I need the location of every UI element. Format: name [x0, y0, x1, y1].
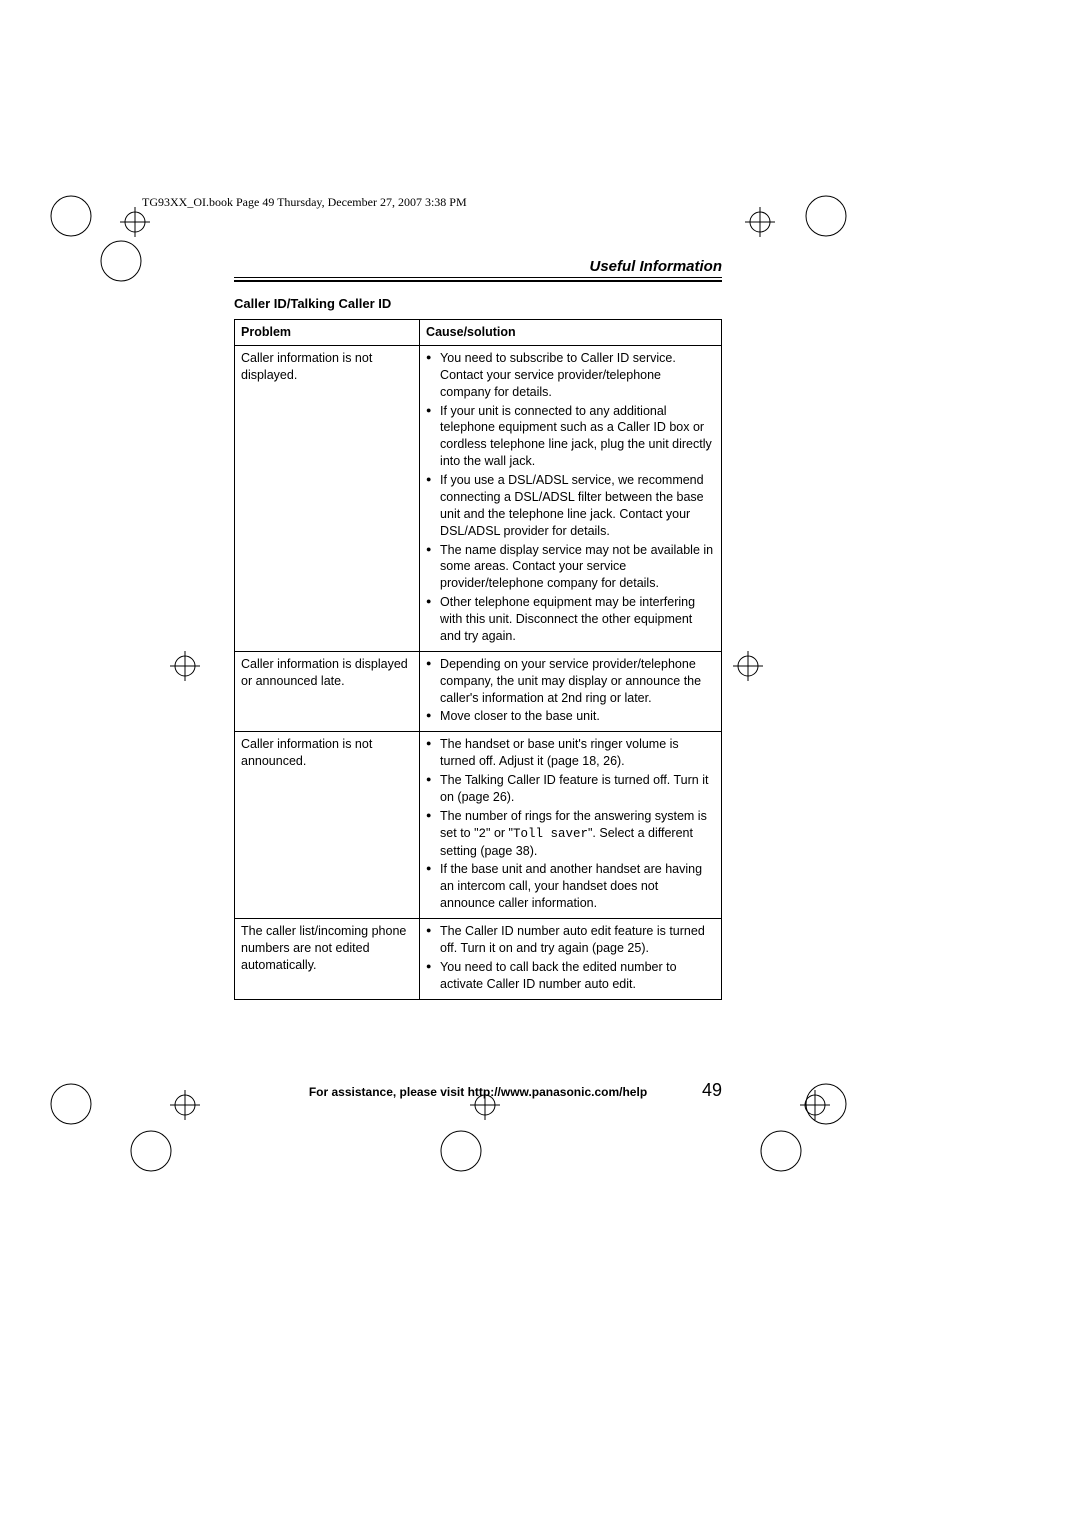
- table-row: Caller information is not displayed. You…: [235, 345, 722, 651]
- solution-item: If you use a DSL/ADSL service, we recomm…: [438, 472, 715, 540]
- manual-page: TG93XX_OI.book Page 49 Thursday, Decembe…: [234, 195, 722, 1101]
- crop-hatch-icon: [50, 195, 92, 237]
- crop-hatch-icon: [50, 1083, 92, 1125]
- page-number: 49: [692, 1080, 722, 1101]
- subsection-title: Caller ID/Talking Caller ID: [234, 296, 722, 311]
- table-row: Caller information is not announced. The…: [235, 732, 722, 919]
- solution-item: Move closer to the base unit.: [438, 708, 715, 725]
- section-title: Useful Information: [589, 258, 722, 275]
- table-row: The caller list/incoming phone numbers a…: [235, 919, 722, 1000]
- solution-item: The number of rings for the answering sy…: [438, 808, 715, 860]
- registration-mark-icon: [170, 1090, 200, 1120]
- solution-item: If your unit is connected to any additio…: [438, 403, 715, 471]
- solution-item: If the base unit and another handset are…: [438, 861, 715, 912]
- solution-item: The Talking Caller ID feature is turned …: [438, 772, 715, 806]
- solution-cell: Depending on your service provider/telep…: [420, 651, 722, 732]
- solution-cell: The Caller ID number auto edit feature i…: [420, 919, 722, 1000]
- crop-hatch-icon: [760, 1130, 802, 1172]
- problem-cell: Caller information is not displayed.: [235, 345, 420, 651]
- crop-hatch-icon: [440, 1130, 482, 1172]
- crop-hatch-icon: [130, 1130, 172, 1172]
- registration-mark-icon: [120, 207, 150, 237]
- solution-item: The name display service may not be avai…: [438, 542, 715, 593]
- crop-hatch-icon: [805, 195, 847, 237]
- crop-hatch-icon: [100, 240, 142, 282]
- table-header-problem: Problem: [235, 320, 420, 346]
- solution-item: You need to subscribe to Caller ID servi…: [438, 350, 715, 401]
- table-header-solution: Cause/solution: [420, 320, 722, 346]
- registration-mark-icon: [745, 207, 775, 237]
- solution-item: You need to call back the edited number …: [438, 959, 715, 993]
- solution-item: Depending on your service provider/telep…: [438, 656, 715, 707]
- table-row: Caller information is displayed or annou…: [235, 651, 722, 732]
- print-metadata-header: TG93XX_OI.book Page 49 Thursday, Decembe…: [142, 195, 722, 210]
- registration-mark-icon: [470, 1090, 500, 1120]
- solution-item: Other telephone equipment may be interfe…: [438, 594, 715, 645]
- registration-mark-icon: [800, 1090, 830, 1120]
- problem-cell: Caller information is displayed or annou…: [235, 651, 420, 732]
- solution-cell: You need to subscribe to Caller ID servi…: [420, 345, 722, 651]
- solution-item: The handset or base unit's ringer volume…: [438, 736, 715, 770]
- registration-mark-icon: [733, 651, 763, 681]
- problem-cell: Caller information is not announced.: [235, 732, 420, 919]
- troubleshooting-table: Problem Cause/solution Caller informatio…: [234, 319, 722, 1000]
- registration-mark-icon: [170, 651, 200, 681]
- problem-cell: The caller list/incoming phone numbers a…: [235, 919, 420, 1000]
- solution-item: The Caller ID number auto edit feature i…: [438, 923, 715, 957]
- solution-cell: The handset or base unit's ringer volume…: [420, 732, 722, 919]
- section-header-rule: Useful Information: [234, 258, 722, 282]
